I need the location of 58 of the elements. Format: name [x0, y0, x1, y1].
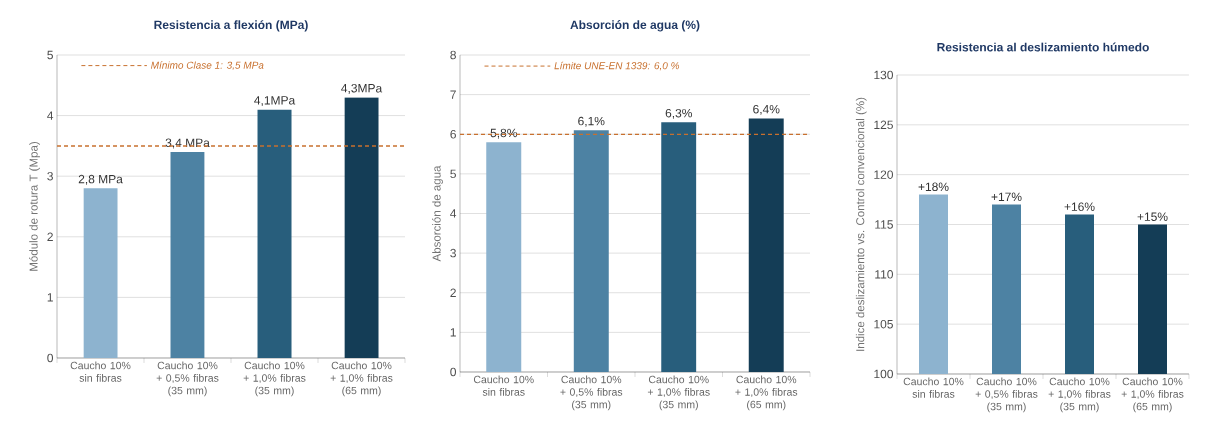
y-tick-label: 2: [450, 288, 456, 297]
y-tick-label: 120: [874, 170, 894, 179]
y-tick-label: 8: [450, 50, 456, 60]
data-label: 6,1%: [578, 116, 605, 127]
y-tick-label: 125: [874, 120, 893, 130]
y-tick-label: 2: [47, 232, 53, 241]
x-tick-label: Caucho 10% + 1,0% fibras (65 mm): [1121, 377, 1184, 413]
x-tick-label: Caucho 10% + 1,0% fibras (35 mm): [1048, 377, 1111, 413]
y-tick-label: 4: [450, 209, 457, 218]
y-tick-label: 1: [450, 328, 456, 337]
y-axis-title: Módulo de rotura T (Mpa): [29, 142, 40, 271]
bar: [83, 188, 118, 358]
x-tick-label: Caucho 10% + 1,0% fibras (65 mm): [330, 361, 393, 397]
x-tick-label: Caucho 10% + 1,0% fibras (35 mm): [647, 375, 710, 411]
y-tick-label: 1: [47, 293, 53, 302]
y-tick-label: 130: [874, 70, 894, 80]
data-label: 4,3MPa: [341, 83, 383, 94]
y-axis-title: Indice deslizamiento vs. Control convencional (%): [855, 97, 867, 351]
bar: [170, 151, 205, 358]
y-tick-label: 100: [874, 369, 894, 379]
x-tick-label: Caucho 10% sin fibras: [473, 375, 534, 396]
chart-title: Resistencia al deslizamiento húmedo: [937, 42, 1149, 52]
y-tick-label: 3: [450, 248, 456, 258]
y-tick-label: 4: [47, 111, 54, 120]
y-axis-title: Absorción de agua: [432, 165, 443, 262]
bar: [257, 109, 292, 358]
data-label: 6,4%: [753, 104, 780, 115]
y-tick-label: 110: [875, 270, 894, 279]
y-tick-label: 7: [450, 90, 456, 99]
y-tick-label: 105: [874, 319, 893, 329]
x-tick-label: Caucho 10% sin fibras: [70, 361, 131, 382]
y-tick-label: 115: [875, 220, 893, 229]
y-tick-label: 6: [450, 130, 456, 139]
chart-title: Absorción de agua (%): [570, 20, 700, 32]
x-tick-label: Caucho 10% + 0,5% fibras (35 mm): [975, 377, 1038, 413]
data-label: 5,8%: [490, 128, 518, 139]
y-tick-label: 5: [47, 50, 53, 60]
x-tick-label: Caucho 10% + 0,5% fibras (35 mm): [156, 361, 219, 397]
x-tick-label: Caucho 10% + 1,0% fibras (35 mm): [243, 361, 306, 397]
y-tick-label: 0: [47, 353, 54, 363]
annotation: +16%: [1064, 202, 1095, 211]
annotation: +18%: [918, 182, 949, 192]
y-tick-label: 3: [47, 171, 53, 181]
x-tick-label: Caucho 10% + 1,0% fibras (65 mm): [735, 375, 798, 411]
annotation: +15%: [1137, 212, 1168, 221]
data-label: 2,8 MPa: [78, 174, 123, 185]
y-tick-label: 5: [450, 169, 456, 179]
data-label: 4,1MPa: [254, 96, 296, 106]
data-label: 3,4 MPa: [165, 138, 210, 149]
bar: [344, 97, 379, 358]
chart-title: Resistencia a flexión (MPa): [154, 20, 308, 32]
x-tick-label: Caucho 10% + 0,5% fibras (35 mm): [560, 375, 623, 411]
annotation: +17%: [991, 192, 1022, 202]
y-tick-label: 0: [450, 367, 457, 377]
ref-line-label: Límite UNE-EN 1339: 6,0 %: [554, 61, 680, 71]
ref-line-label: Mínimo Clase 1: 3,5 MPa: [151, 61, 264, 70]
data-label: 6,3%: [665, 108, 692, 119]
x-tick-label: Caucho 10% sin fibras: [903, 377, 964, 398]
